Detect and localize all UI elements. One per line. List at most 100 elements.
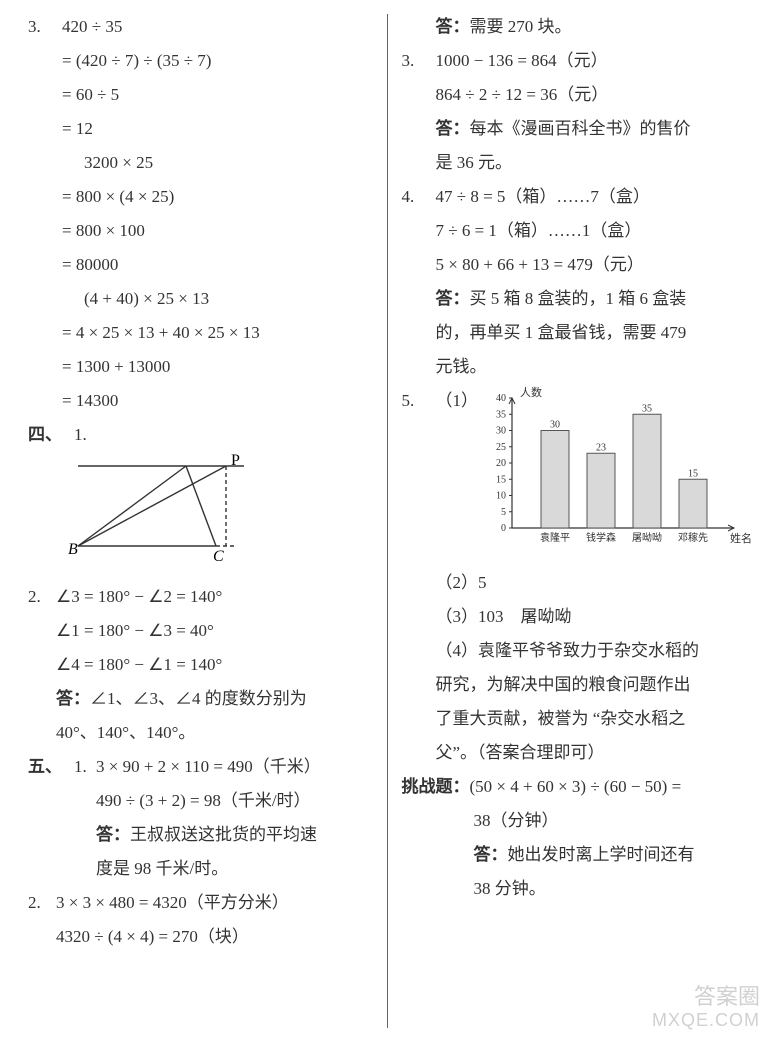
challenge-ans-label: 答：	[474, 845, 508, 864]
q4-2-answer-row: 答：∠1、∠3、∠4 的度数分别为	[28, 682, 373, 716]
r3-ans-label: 答：	[436, 119, 470, 138]
r3-ans2: 是 36 元。	[402, 146, 759, 180]
r4-ans3: 元钱。	[402, 350, 759, 384]
svg-text:钱学森: 钱学森	[586, 531, 616, 544]
svg-text:屠呦呦: 屠呦呦	[632, 531, 662, 544]
q4-label: 四、	[28, 418, 74, 452]
svg-text:35: 35	[496, 409, 506, 420]
q3-line-9: = 4 × 25 × 13 + 40 × 25 × 13	[28, 316, 373, 350]
r4-header: 4. 47 ÷ 8 = 5（箱）……7（盒）	[402, 180, 759, 214]
q5-ans2: 度是 98 千米/时。	[28, 852, 373, 886]
svg-text:30: 30	[496, 426, 506, 437]
svg-text:40: 40	[496, 393, 506, 404]
q3-line-1: = (420 ÷ 7) ÷ (35 ÷ 7)	[28, 44, 373, 78]
svg-text:30: 30	[550, 420, 560, 431]
r3-ans-row: 答：每本《漫画百科全书》的售价	[402, 112, 759, 146]
r3-ans1: 每本《漫画百科全书》的售价	[470, 119, 691, 138]
q3-line-5: = 800 × (4 × 25)	[28, 180, 373, 214]
q3-line-2: = 60 ÷ 5	[28, 78, 373, 112]
q5-line2: 490 ÷ (3 + 2) = 98（千米/时）	[28, 784, 373, 818]
r3-num: 3.	[402, 44, 436, 78]
triangle-C: C	[213, 548, 224, 564]
svg-text:23: 23	[596, 442, 606, 453]
q3-line-3: = 12	[28, 112, 373, 146]
q3-line-4: 3200 × 25	[28, 146, 373, 180]
triangle-figure: P B C	[68, 454, 258, 564]
q5-ans-row: 答：王叔叔送这批货的平均速	[28, 818, 373, 852]
svg-text:25: 25	[496, 442, 506, 453]
challenge-ans-row: 答：她出发时离上学时间还有	[402, 838, 759, 872]
q3-header: 3. 420 ÷ 35	[28, 10, 373, 44]
challenge-line2: 38（分钟）	[402, 804, 759, 838]
q3-line-6: = 800 × 100	[28, 214, 373, 248]
q5-ans-label: 答：	[96, 825, 130, 844]
q5-label: 五、	[28, 750, 74, 784]
r5-p4-2: 了重大贡献，被誉为 “杂交水稻之	[402, 702, 759, 736]
r4-ans-row: 答：买 5 箱 8 盒装的，1 箱 6 盒装	[402, 282, 759, 316]
right-column: 答：需要 270 块。 3. 1000 − 136 = 864（元） 864 ÷…	[388, 10, 759, 1032]
bar-chart: 0510152025303540人数姓名30袁隆平23钱学森35屠呦呦15邓稼先	[478, 384, 758, 554]
left-column: 3. 420 ÷ 35 = (420 ÷ 7) ÷ (35 ÷ 7) = 60 …	[28, 10, 387, 1032]
svg-text:姓名: 姓名	[730, 531, 752, 545]
q5-2-line1: 3 × 3 × 480 = 4320（平方分米）	[56, 886, 373, 920]
r3-header: 3. 1000 − 136 = 864（元）	[402, 44, 759, 78]
r-ans0-label: 答：	[436, 17, 470, 36]
svg-text:35: 35	[642, 403, 652, 414]
r4-ans1: 买 5 箱 8 盒装的，1 箱 6 盒装	[470, 289, 687, 308]
r5-num: 5.	[402, 384, 436, 418]
svg-text:0: 0	[501, 523, 506, 534]
r3-line1: 1000 − 136 = 864（元）	[436, 44, 759, 78]
svg-text:15: 15	[496, 474, 506, 485]
r5-p4-3: 父”。（答案合理即可）	[402, 736, 759, 770]
q5-2-line2: 4320 ÷ (4 × 4) = 270（块）	[28, 920, 373, 954]
q4-sub: 1.	[74, 418, 96, 452]
challenge-ans2: 38 分钟。	[402, 872, 759, 906]
r5-p3: （3）103 屠呦呦	[402, 600, 759, 634]
q3-line-10: = 1300 + 13000	[28, 350, 373, 384]
q4-2-header: 2. ∠3 = 180° − ∠2 = 140°	[28, 580, 373, 614]
triangle-P: P	[231, 454, 240, 469]
svg-text:10: 10	[496, 491, 506, 502]
r4-num: 4.	[402, 180, 436, 214]
r-ans0-text: 需要 270 块。	[470, 17, 572, 36]
q4-header: 四、 1.	[28, 418, 373, 452]
r4-line1: 47 ÷ 8 = 5（箱）……7（盒）	[436, 180, 759, 214]
q4-2-sub: 2.	[28, 580, 56, 614]
page: 3. 420 ÷ 35 = (420 ÷ 7) ÷ (35 ÷ 7) = 60 …	[0, 0, 776, 1042]
q3-line-11: = 14300	[28, 384, 373, 418]
svg-text:5: 5	[501, 507, 506, 518]
r4-line3: 5 × 80 + 66 + 13 = 479（元）	[402, 248, 759, 282]
r5-p2: （2）5	[402, 566, 759, 600]
q3-line-0: 420 ÷ 35	[62, 10, 373, 44]
r4-line2: 7 ÷ 6 = 1（箱）……1（盒）	[402, 214, 759, 248]
challenge-label: 挑战题：	[402, 777, 470, 796]
q3-number: 3.	[28, 10, 62, 44]
q4-2-ans2: 40°、140°、140°。	[28, 716, 373, 750]
q5-ans1: 王叔叔送这批货的平均速	[130, 825, 317, 844]
svg-text:20: 20	[496, 458, 506, 469]
q4-2-line0: ∠3 = 180° − ∠2 = 140°	[56, 580, 373, 614]
r4-ans-label: 答：	[436, 289, 470, 308]
r5-chart-cell: 0510152025303540人数姓名30袁隆平23钱学森35屠呦呦15邓稼先	[478, 384, 758, 566]
q3-line-8: (4 + 40) × 25 × 13	[28, 282, 373, 316]
svg-text:袁隆平: 袁隆平	[540, 531, 570, 544]
challenge-row: 挑战题：(50 × 4 + 60 × 3) ÷ (60 − 50) =	[402, 770, 759, 804]
r5-p4-0: （4）袁隆平爷爷致力于杂交水稻的	[402, 634, 759, 668]
q4-2-line2: ∠4 = 180° − ∠1 = 140°	[28, 648, 373, 682]
r5-p1-label: （1）	[436, 384, 479, 418]
r5-header: 5. （1） 0 5 10 15 20 25 30 35 40 人数姓名 30 袁隆平 23 钱学森 35 屠…	[402, 384, 759, 566]
r4-ans2: 的，再单买 1 盒最省钱，需要 479	[402, 316, 759, 350]
q4-2-ans1: ∠1、∠3、∠4 的度数分别为	[90, 689, 307, 708]
r3-line2: 864 ÷ 2 ÷ 12 = 36（元）	[402, 78, 759, 112]
q4-2-ans-label: 答：	[56, 689, 90, 708]
q5-line1: 3 × 90 + 2 × 110 = 490（千米）	[96, 750, 373, 784]
challenge-ans1: 她出发时离上学时间还有	[508, 845, 695, 864]
challenge-line1: (50 × 4 + 60 × 3) ÷ (60 − 50) =	[470, 777, 682, 796]
q5-2-header: 2. 3 × 3 × 480 = 4320（平方分米）	[28, 886, 373, 920]
q3-line-7: = 80000	[28, 248, 373, 282]
q5-header: 五、 1. 3 × 90 + 2 × 110 = 490（千米）	[28, 750, 373, 784]
triangle-B: B	[68, 541, 78, 558]
r-ans0: 答：需要 270 块。	[402, 10, 759, 44]
svg-text:人数: 人数	[520, 386, 542, 399]
r5-p4-1: 研究，为解决中国的粮食问题作出	[402, 668, 759, 702]
